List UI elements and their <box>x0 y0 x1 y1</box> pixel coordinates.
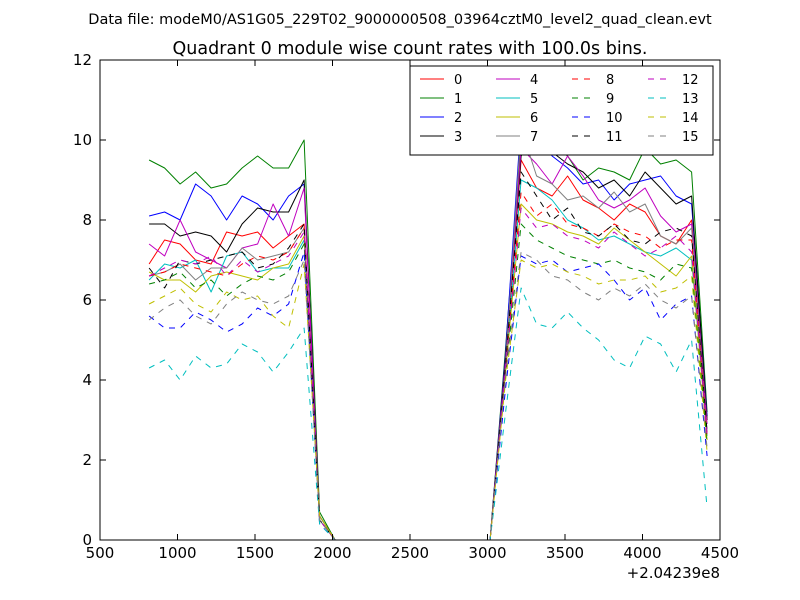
series-line-10 <box>148 251 708 541</box>
legend-box <box>409 65 714 156</box>
legend-label-8: 8 <box>606 73 614 88</box>
series-line-0 <box>148 159 708 541</box>
legend-label-5: 5 <box>530 92 538 107</box>
series-line-1 <box>148 131 708 541</box>
legend-label-3: 3 <box>454 130 462 145</box>
legend-label-12: 12 <box>682 73 699 88</box>
legend-label-9: 9 <box>606 92 614 107</box>
y-tick-label: 0 <box>82 531 92 549</box>
legend-label-15: 15 <box>682 130 699 145</box>
y-tick-label: 12 <box>73 51 92 69</box>
x-tick-label: 1500 <box>236 544 274 562</box>
chart-suptitle: Data file: modeM0/AS1G05_229T02_90000005… <box>88 12 712 28</box>
y-tick-label: 2 <box>82 451 92 469</box>
x-offset-label: +2.04239e8 <box>627 564 720 582</box>
x-tick-label: 3000 <box>468 544 506 562</box>
y-tick-label: 4 <box>82 371 92 389</box>
legend-label-0: 0 <box>454 73 462 88</box>
series-line-14 <box>148 259 708 541</box>
legend-label-2: 2 <box>454 111 462 126</box>
x-tick-label: 500 <box>86 544 115 562</box>
legend-label-7: 7 <box>530 130 538 145</box>
chart-title: Quadrant 0 module wise count rates with … <box>173 39 648 59</box>
legend-label-10: 10 <box>606 111 623 126</box>
series-line-8 <box>148 191 708 541</box>
x-tick-label: 1000 <box>158 544 196 562</box>
legend-label-1: 1 <box>454 92 462 107</box>
legend-label-13: 13 <box>682 92 699 107</box>
series-line-4 <box>148 147 708 541</box>
series-line-13 <box>148 287 708 541</box>
legend-label-14: 14 <box>682 111 699 126</box>
y-tick-label: 6 <box>82 291 92 309</box>
legend-label-6: 6 <box>530 111 538 126</box>
x-tick-label: 2500 <box>391 544 429 562</box>
series-line-15 <box>148 251 708 541</box>
series-line-12 <box>148 207 708 541</box>
series-line-11 <box>148 171 708 541</box>
x-tick-label: 4000 <box>623 544 661 562</box>
series-line-2 <box>148 119 708 541</box>
legend-label-11: 11 <box>606 130 623 145</box>
plot-area: 500 1000 1500 2000 2500 3000 3500 4000 4500 0 2 4 6 8… <box>73 51 739 562</box>
x-tick-label: 3500 <box>546 544 584 562</box>
x-tick-label: 4500 <box>701 544 739 562</box>
legend-label-4: 4 <box>530 73 538 88</box>
x-tick-label: 2000 <box>313 544 351 562</box>
y-tick-label: 10 <box>73 131 92 149</box>
series-line-3 <box>149 135 708 541</box>
y-tick-label: 8 <box>82 211 92 229</box>
